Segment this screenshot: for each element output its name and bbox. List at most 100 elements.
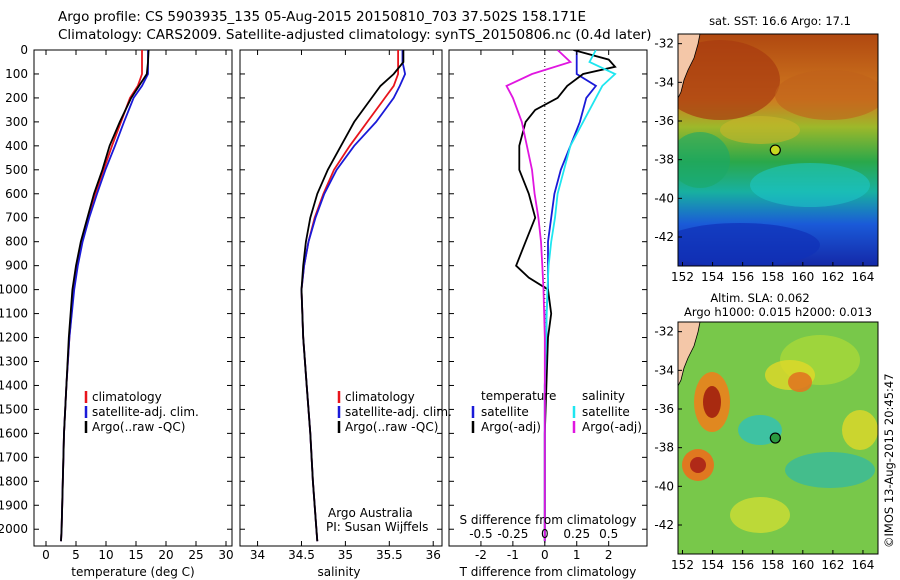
depth-tick-label: 1800	[0, 474, 28, 488]
series-line-argo-raw-qc-	[60, 50, 150, 542]
x-tick-label: 34	[250, 548, 265, 562]
sla-lon-label: 156	[731, 558, 754, 572]
legend-label-satellite: satellite-adj. clim.	[92, 405, 199, 419]
s-tick-label: 0.5	[599, 527, 618, 541]
sst-argo-marker	[769, 144, 781, 156]
legend-label-t-satellite: satellite	[481, 405, 529, 419]
x-tick-label: 25	[188, 548, 203, 562]
sst-lon-label: 154	[701, 270, 724, 284]
sla-map-title: Altim. SLA: 0.062	[710, 291, 809, 305]
sst-coastline-land	[678, 34, 701, 99]
sst-map	[678, 34, 878, 266]
series-line-s-argo-adj-	[505, 50, 573, 542]
sla-lat-label: -32	[654, 325, 674, 339]
x-tick-label: 0	[541, 548, 549, 562]
sst-lon-label: 164	[852, 270, 875, 284]
sla-coastline-land	[678, 322, 701, 387]
depth-tick-label: 800	[5, 235, 28, 249]
legend-label-s-satellite: satellite	[582, 405, 630, 419]
depth-tick-label: 1600	[0, 426, 28, 440]
salinity-annotation-1: Argo Australia	[328, 506, 413, 520]
depth-tick-label: 100	[5, 67, 28, 81]
sst-mid-band	[720, 116, 800, 144]
sst-warm-tongue	[775, 70, 878, 120]
difference-xlabel-top: S difference from climatology	[460, 513, 637, 527]
depth-tick-label: 500	[5, 163, 28, 177]
x-tick-label: 15	[128, 548, 143, 562]
depth-tick-label: 1900	[0, 498, 28, 512]
series-line-argo-raw-qc-	[300, 50, 405, 542]
sla-yellow-b	[842, 410, 878, 450]
sst-lon-label: 158	[761, 270, 784, 284]
header-line2: Climatology: CARS2009. Satellite-adjuste…	[58, 27, 651, 43]
x-tick-label: 35.5	[376, 548, 403, 562]
x-tick-label: 30	[218, 548, 233, 562]
sla-map-subtitle: Argo h1000: 0.015 h2000: 0.013	[684, 305, 872, 319]
header-line1: Argo profile: CS 5903935_135 05-Aug-2015…	[58, 9, 586, 25]
sst-warm-eddy	[678, 40, 780, 120]
sla-lon-label: 152	[671, 558, 694, 572]
salinity-legend: climatology satellite-adj. clim. Argo(..…	[337, 390, 452, 434]
sst-map-frame	[677, 33, 879, 267]
depth-tick-label: 1300	[0, 354, 28, 368]
sla-lon-label: 164	[852, 558, 875, 572]
depth-tick-label: 200	[5, 91, 28, 105]
temperature-panel-frame	[33, 49, 233, 547]
sst-lat-label: -36	[654, 114, 674, 128]
depth-tick-label: 0	[20, 43, 28, 57]
s-tick-label: 0	[541, 527, 549, 541]
sla-lon-label: 154	[701, 558, 724, 572]
legend-label-climatology: climatology	[92, 390, 162, 404]
sst-lon-label: 156	[731, 270, 754, 284]
x-tick-label: -2	[475, 548, 487, 562]
sla-lat-label: -34	[654, 363, 674, 377]
sst-cyan-patch	[750, 163, 870, 207]
sla-argo-marker	[769, 432, 781, 444]
temperature-xlabel: temperature (deg C)	[71, 565, 194, 579]
depth-tick-label: 1400	[0, 378, 28, 392]
depth-tick-label: 900	[5, 259, 28, 273]
sst-lon-label: 160	[791, 270, 814, 284]
sst-lat-label: -34	[654, 75, 674, 89]
depth-tick-label: 1500	[0, 402, 28, 416]
x-tick-label: 34.5	[288, 548, 315, 562]
sla-lon-label: 160	[791, 558, 814, 572]
series-line-t-argo-adj-	[515, 50, 617, 542]
temperature-legend: climatology satellite-adj. clim. Argo(..…	[84, 390, 199, 434]
legend-label-argo: Argo(..raw -QC)	[92, 420, 185, 434]
sla-lat-label: -40	[654, 479, 674, 493]
sla-high-core	[703, 386, 721, 418]
x-tick-label: -1	[507, 548, 519, 562]
sst-lat-label: -40	[654, 191, 674, 205]
x-tick-label: 2	[605, 548, 613, 562]
legend-label-t-argo: Argo(-adj)	[481, 420, 541, 434]
legend-label-satellite: satellite-adj. clim.	[345, 405, 452, 419]
footer-credit: ©IMOS 13-Aug-2015 20:45:47	[882, 373, 896, 548]
sst-lat-label: -38	[654, 153, 674, 167]
sst-map-title: sat. SST: 16.6 Argo: 17.1	[709, 14, 851, 28]
sla-yellow-c	[730, 497, 790, 533]
difference-legend: temperature salinity satellite Argo(-adj…	[471, 389, 642, 434]
legend-title-salinity: salinity	[582, 389, 625, 403]
sla-high-south-core	[690, 457, 706, 473]
legend-label-s-argo: Argo(-adj)	[582, 420, 642, 434]
salinity-panel-frame	[239, 49, 443, 547]
depth-tick-label: 300	[5, 115, 28, 129]
x-tick-label: 10	[98, 548, 113, 562]
depth-tick-label: 2000	[0, 522, 28, 536]
depth-tick-label: 600	[5, 187, 28, 201]
depth-tick-label: 400	[5, 139, 28, 153]
s-tick-label: -0.5	[469, 527, 492, 541]
sst-cool-patch	[678, 132, 730, 188]
x-tick-label: 35	[338, 548, 353, 562]
depth-tick-label: 1100	[0, 307, 28, 321]
sla-high-orange	[788, 372, 812, 392]
sst-lat-label: -32	[654, 37, 674, 51]
sst-lon-label: 152	[671, 270, 694, 284]
salinity-xlabel: salinity	[317, 565, 360, 579]
legend-label-argo: Argo(..raw -QC)	[345, 420, 438, 434]
legend-title-temperature: temperature	[481, 389, 556, 403]
sst-lon-label: 162	[821, 270, 844, 284]
salinity-annotation-2: PI: Susan Wijffels	[326, 520, 428, 534]
sla-low-band	[785, 452, 875, 488]
